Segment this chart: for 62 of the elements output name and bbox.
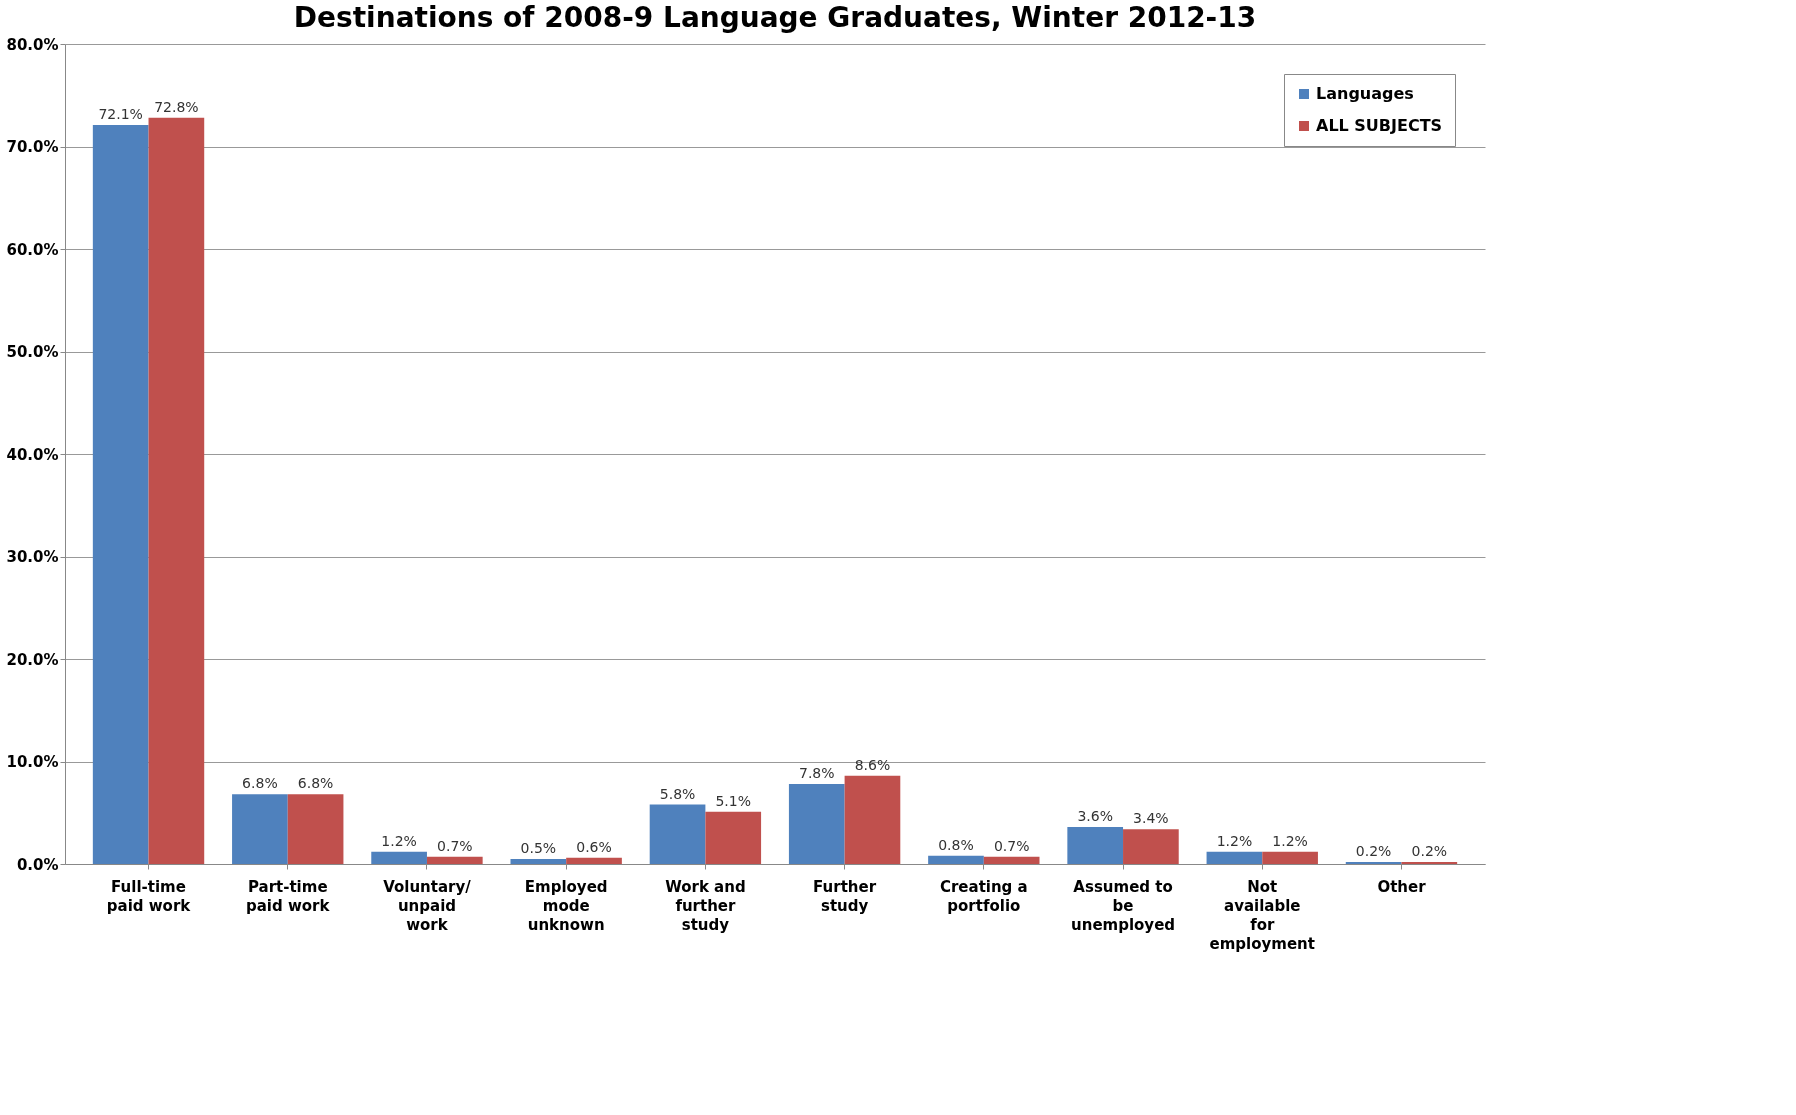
data-label: 6.8% xyxy=(242,775,278,792)
y-tick-label: 80.0% xyxy=(6,35,59,54)
chart-title: Destinations of 2008-9 Language Graduates, Winter 2012-13 xyxy=(293,1,1257,34)
legend-label: Languages xyxy=(1316,84,1414,103)
bar xyxy=(705,811,762,864)
data-label: 72.1% xyxy=(98,105,143,122)
data-label: 1.2% xyxy=(381,832,417,849)
x-tick-label: Assumed to be unemployed xyxy=(1071,877,1176,934)
data-label: 5.8% xyxy=(659,785,696,802)
x-tick-label: Part-time paid work xyxy=(246,877,331,915)
data-label: 3.6% xyxy=(1077,808,1113,825)
bar xyxy=(148,117,205,864)
y-tick-label: 40.0% xyxy=(6,445,59,464)
data-label: 0.2% xyxy=(1355,842,1392,859)
bar xyxy=(232,794,288,864)
bar xyxy=(426,856,483,864)
bar xyxy=(1206,851,1263,864)
bar xyxy=(1345,861,1402,864)
data-label: 0.2% xyxy=(1411,842,1448,859)
bar xyxy=(1401,861,1458,864)
bar xyxy=(983,856,1040,864)
bar xyxy=(371,851,427,864)
data-label: 7.8% xyxy=(798,765,835,782)
x-tick-label: Full-time paid work xyxy=(106,877,192,915)
data-label: 72.8% xyxy=(154,98,199,115)
x-tick-label: Not available for employment xyxy=(1209,877,1315,953)
bar xyxy=(566,857,622,864)
data-label: 0.7% xyxy=(437,837,473,854)
x-tick-label: Work and further study xyxy=(665,877,746,934)
bar xyxy=(649,804,706,864)
y-tick-label: 60.0% xyxy=(6,240,59,259)
legend-label: ALL SUBJECTS xyxy=(1316,116,1443,135)
y-tick-label: 30.0% xyxy=(6,548,59,566)
x-tick-label: Further study xyxy=(813,877,877,915)
bar xyxy=(287,794,344,864)
y-tick-label: 70.0% xyxy=(6,138,59,156)
y-tick-label: 0.0% xyxy=(16,855,59,874)
bar xyxy=(1123,829,1179,864)
data-label: 1.2% xyxy=(1216,832,1253,849)
bar xyxy=(1262,851,1318,864)
data-label: 6.8% xyxy=(297,775,334,792)
data-label: 3.4% xyxy=(1133,810,1169,827)
bar xyxy=(510,858,567,864)
x-tick-label: Other xyxy=(1377,877,1427,896)
bar xyxy=(928,855,984,864)
bar xyxy=(1067,827,1124,864)
bar xyxy=(788,784,845,864)
data-label: 0.6% xyxy=(576,838,612,855)
x-tick-label: Employed mode unknown xyxy=(524,877,608,934)
data-label: 0.8% xyxy=(938,836,974,853)
data-label: 1.2% xyxy=(1272,832,1308,849)
y-tick-label: 50.0% xyxy=(6,343,59,361)
data-label: 5.1% xyxy=(715,792,752,809)
x-tick-label: Voluntary/ unpaid work xyxy=(383,877,472,934)
data-label: 0.7% xyxy=(993,837,1030,854)
y-tick-label: 10.0% xyxy=(6,753,59,771)
data-label: 0.5% xyxy=(520,839,557,856)
bar xyxy=(92,124,149,864)
bar xyxy=(844,775,901,864)
data-label: 8.6% xyxy=(854,756,891,773)
y-tick-label: 20.0% xyxy=(6,650,59,669)
x-tick-label: Creating a portfolio xyxy=(939,877,1028,915)
